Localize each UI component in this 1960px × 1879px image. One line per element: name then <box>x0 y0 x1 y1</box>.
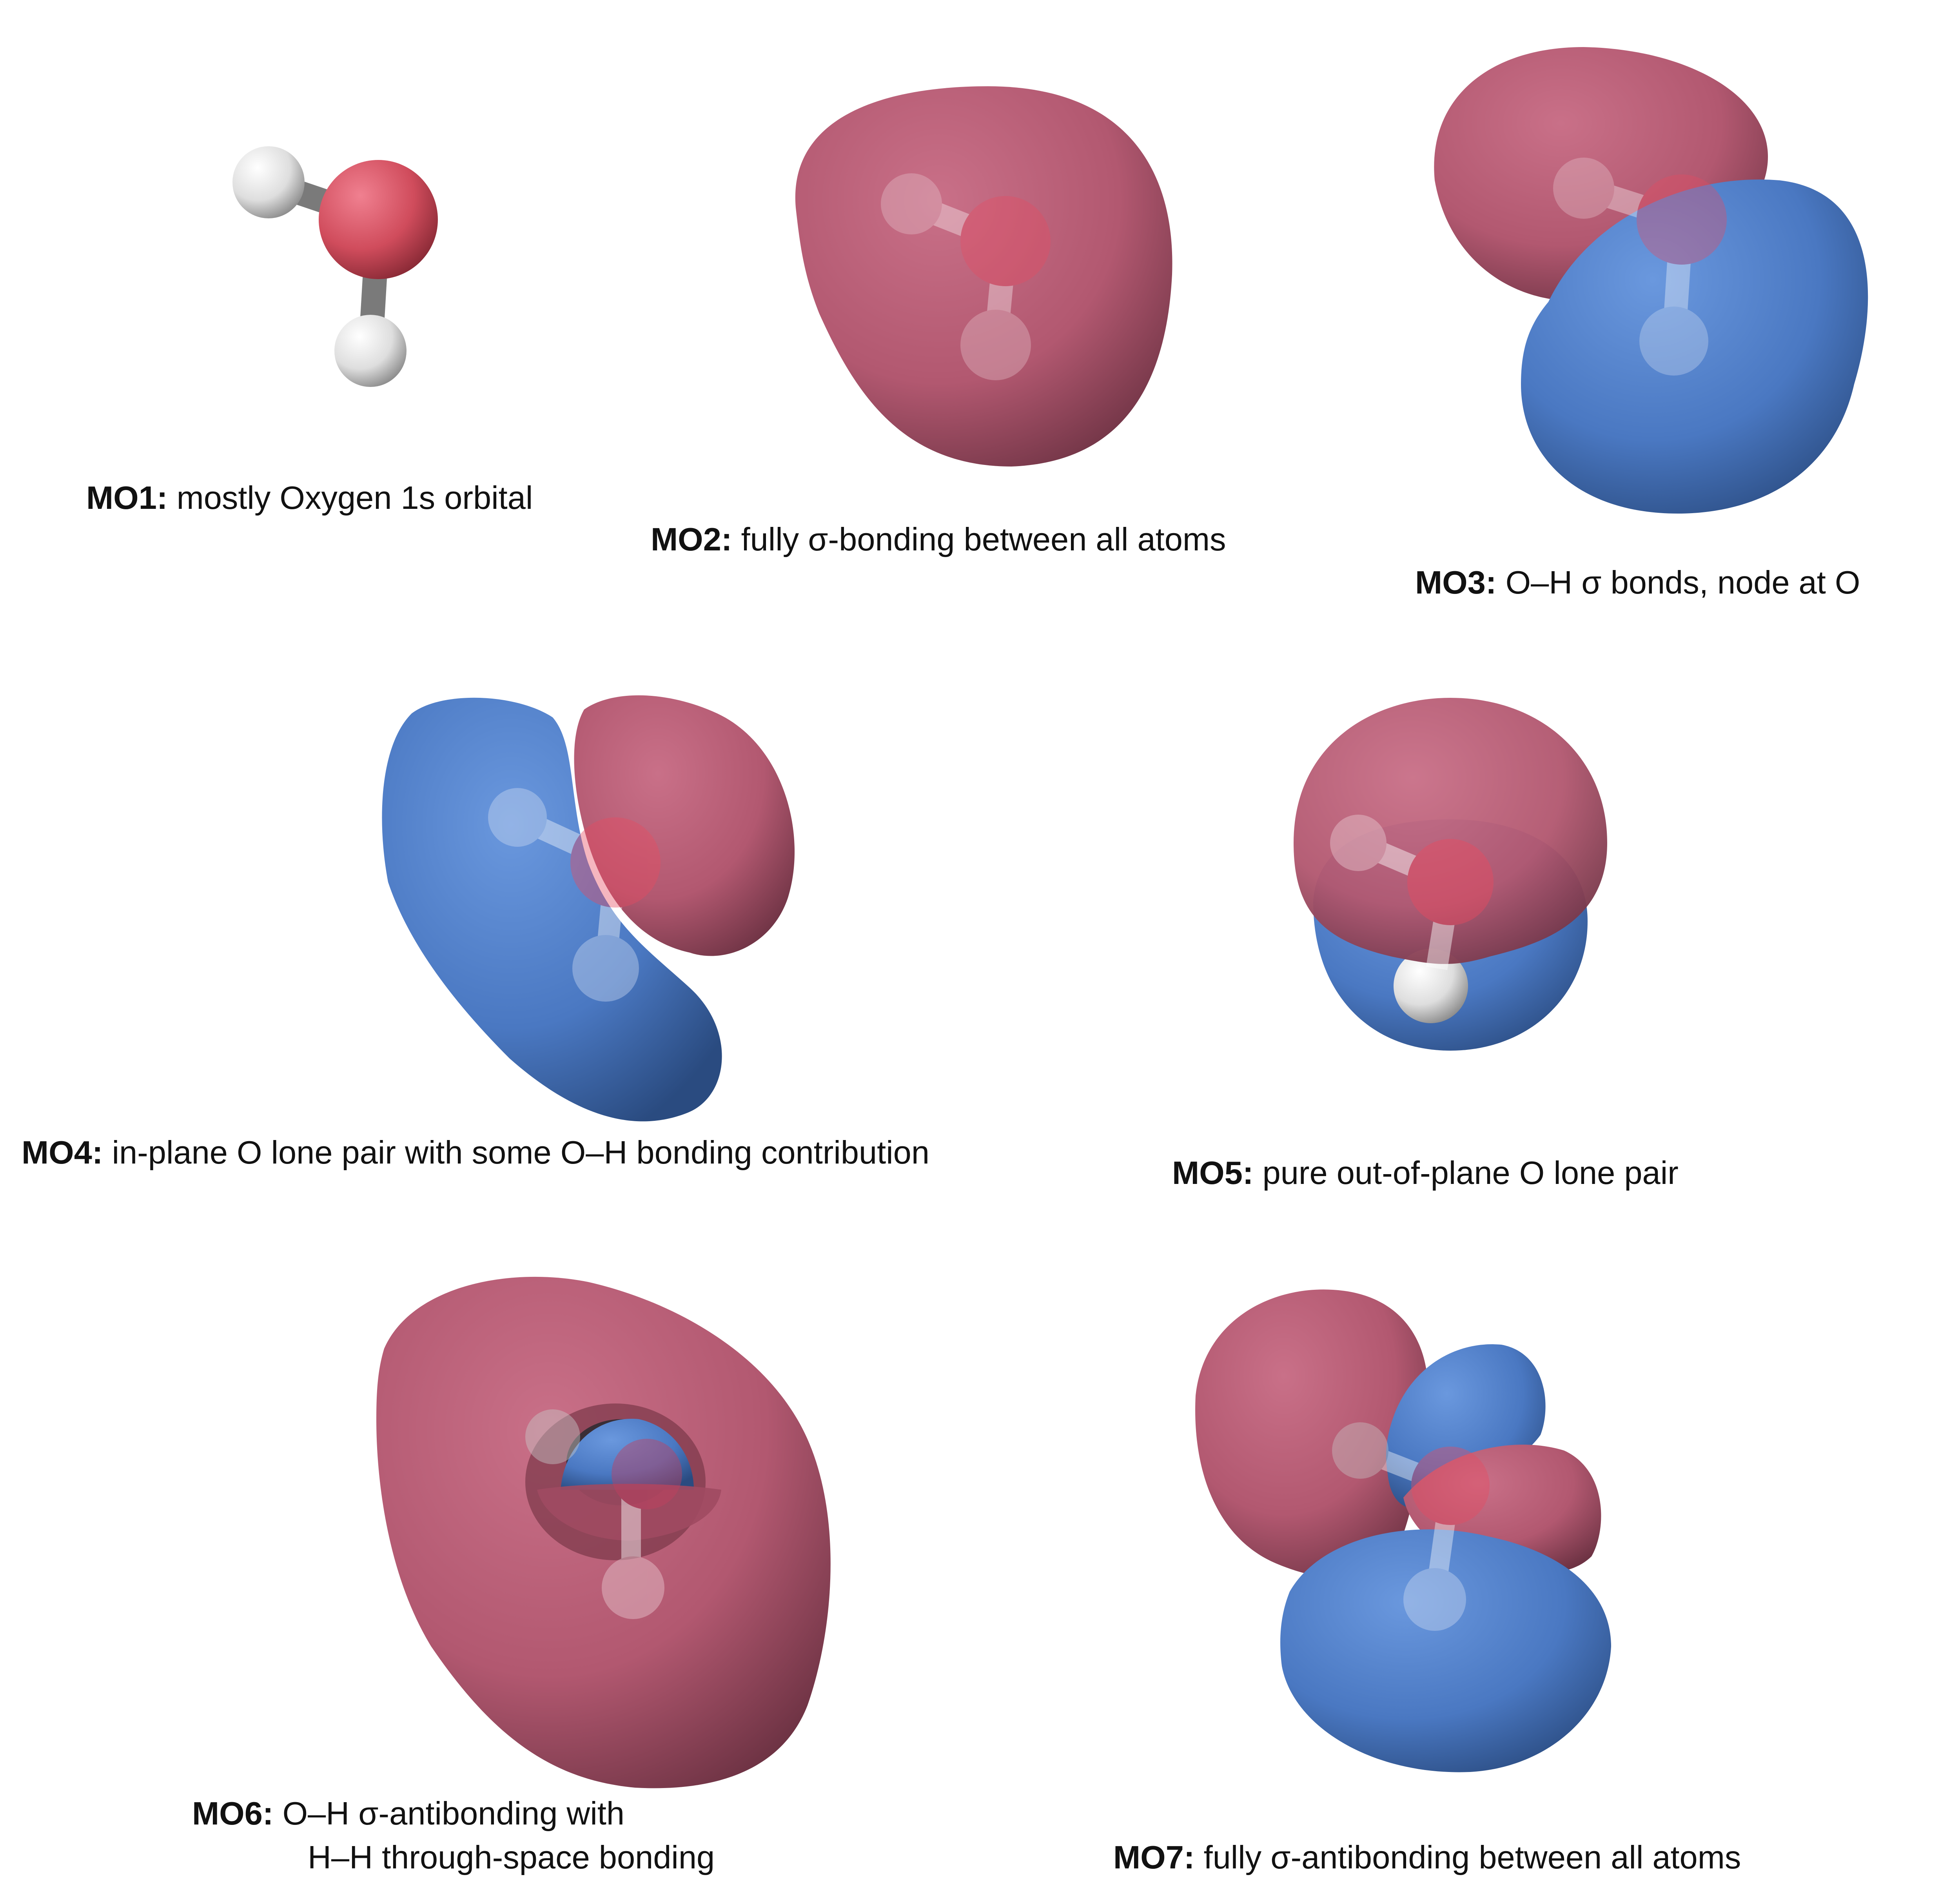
oxygen-atom <box>960 196 1051 286</box>
mo7-diagram <box>1195 1289 1611 1772</box>
orbital-ring-lip <box>537 1484 721 1541</box>
mo4-caption: MO4: in-plane O lone pair with some O–H … <box>22 1133 929 1172</box>
mo2-caption: MO2: fully σ-bonding between all atoms <box>651 520 1226 559</box>
mo3-diagram <box>1434 47 1868 514</box>
mo1-caption: MO1: mostly Oxygen 1s orbital <box>86 478 533 517</box>
mo7-description: fully σ-antibonding between all atoms <box>1203 1839 1741 1875</box>
mo4-description: in-plane O lone pair with some O–H bondi… <box>112 1134 929 1171</box>
mo3-label: MO3: <box>1415 564 1497 601</box>
mo2-label: MO2: <box>651 521 732 557</box>
oxygen-atom <box>570 817 661 908</box>
hydrogen-atom <box>232 146 305 218</box>
mo2-diagram <box>795 86 1172 467</box>
mo5-diagram <box>1294 698 1607 1051</box>
mo1-description: mostly Oxygen 1s orbital <box>176 479 533 516</box>
mo6-diagram <box>376 1276 831 1788</box>
hydrogen-atom <box>488 788 547 847</box>
hydrogen-atom <box>572 935 639 1002</box>
hydrogen-atom <box>334 315 407 387</box>
oxygen-atom <box>319 160 438 279</box>
water-molecule <box>232 146 438 387</box>
water-molecule <box>1553 158 1727 376</box>
orbital-lobe-negative <box>1280 1529 1611 1772</box>
water-molecule <box>1332 1422 1490 1631</box>
water-molecule <box>1330 815 1494 970</box>
mo1-label: MO1: <box>86 479 168 516</box>
hydrogen-atom <box>1639 307 1708 376</box>
oxygen-atom <box>1637 174 1727 265</box>
orbital-lobe-negative <box>1386 1344 1546 1509</box>
orbital-lobe-positive <box>1195 1289 1428 1578</box>
hydrogen-atom <box>1553 158 1614 219</box>
mo6-description: O–H σ-antibonding with <box>282 1795 625 1832</box>
mo5-caption: MO5: pure out-of-plane O lone pair <box>1172 1153 1679 1193</box>
mo6-caption-line2: H–H through-space bonding <box>308 1838 715 1877</box>
mo3-description: O–H σ bonds, node at O <box>1505 564 1860 601</box>
mo5-description: pure out-of-plane O lone pair <box>1262 1155 1679 1191</box>
oxygen-atom <box>1411 1447 1490 1525</box>
orbital-lobe-positive <box>1294 698 1607 964</box>
hydrogen-atom <box>1394 949 1468 1023</box>
hydrogen-atom <box>881 173 942 234</box>
mo7-caption: MO7: fully σ-antibonding between all ato… <box>1113 1838 1741 1877</box>
mo6-label: MO6: <box>192 1795 274 1832</box>
orbital-lobe-negative <box>1521 179 1868 514</box>
hydrogen-atom <box>525 1409 580 1464</box>
orbital-lobe-negative <box>382 697 722 1122</box>
water-molecule <box>881 173 1051 380</box>
mo7-label: MO7: <box>1113 1839 1195 1875</box>
mo2-description: fully σ-bonding between all atoms <box>741 521 1226 557</box>
oxygen-atom <box>1407 839 1494 925</box>
hydrogen-atom <box>1330 815 1387 871</box>
mo4-diagram <box>382 695 795 1122</box>
water-molecule <box>488 788 661 1002</box>
mo1-diagram <box>232 146 438 387</box>
water-molecule <box>525 1409 682 1619</box>
mo5-label: MO5: <box>1172 1155 1254 1191</box>
mo3-caption: MO3: O–H σ bonds, node at O <box>1415 563 1860 602</box>
hydrogen-atom <box>1332 1422 1388 1479</box>
hydrogen-atom <box>960 310 1031 380</box>
mo6-description-line2: H–H through-space bonding <box>308 1839 715 1875</box>
hydrogen-atom <box>602 1556 664 1619</box>
orbital-lobe-positive <box>795 86 1172 467</box>
mo6-caption: MO6: O–H σ-antibonding with <box>192 1794 624 1833</box>
mo4-label: MO4: <box>22 1134 103 1171</box>
oxygen-atom <box>612 1439 682 1509</box>
orbital-lobe-negative <box>561 1419 694 1490</box>
hydrogen-atom <box>1403 1568 1466 1631</box>
orbital-lobe-positive <box>574 695 795 956</box>
